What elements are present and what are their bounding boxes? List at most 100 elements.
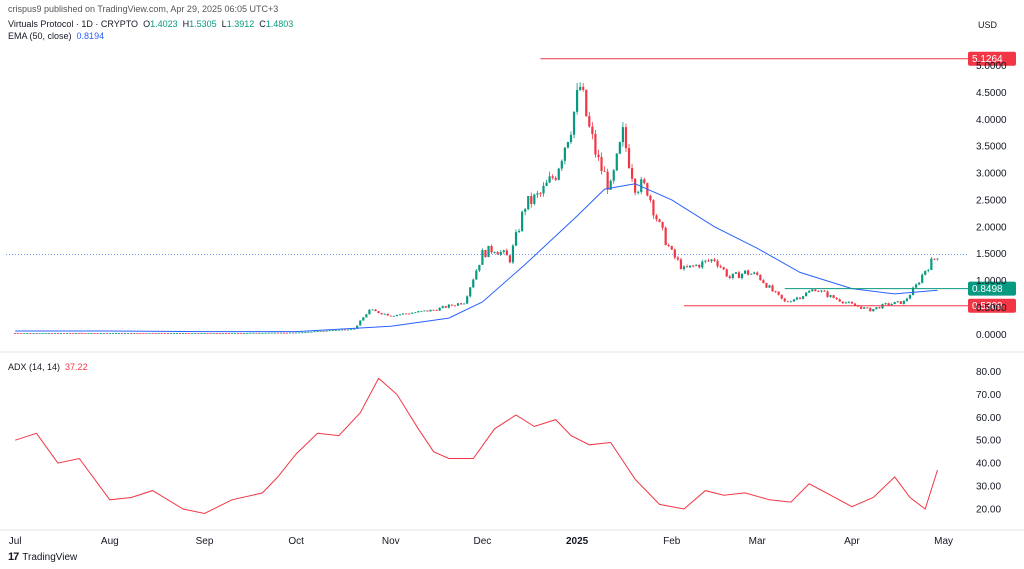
candle-body	[542, 185, 545, 194]
candle-body	[484, 250, 487, 258]
candle-body	[291, 332, 295, 334]
candle-body	[353, 328, 356, 330]
candle-body	[667, 245, 670, 247]
candle-body	[814, 289, 817, 292]
candle-body	[747, 270, 750, 275]
adx-legend: ADX (14, 14) 37.22	[8, 362, 88, 372]
time-tick-label: Nov	[382, 536, 400, 547]
ema-label: EMA (50, close)	[8, 31, 72, 41]
candle-body	[933, 258, 936, 260]
candle-body	[551, 176, 554, 178]
candle-body	[175, 333, 179, 334]
candle-body	[240, 332, 243, 334]
candle-body	[322, 330, 325, 332]
candle-body	[853, 303, 857, 306]
candle-body	[99, 333, 102, 335]
candle-body	[218, 333, 221, 334]
resistance-line-badge	[968, 281, 1016, 296]
candle-body	[215, 333, 218, 334]
candle-body	[640, 179, 643, 192]
tradingview-footer: 17 TradingView	[8, 551, 77, 563]
candle-body	[612, 170, 615, 181]
candle-body	[658, 219, 661, 222]
candle-body	[295, 332, 298, 334]
candle-body	[243, 332, 246, 334]
candle-body	[750, 273, 753, 275]
candle-body	[713, 259, 716, 261]
candle-body	[624, 127, 628, 149]
candle-body	[255, 332, 258, 334]
price-tick-label: 4.5000	[976, 88, 1007, 99]
candle-body	[743, 270, 747, 274]
candle-body	[597, 154, 600, 158]
candle-body	[838, 299, 841, 302]
candle-body	[472, 279, 475, 288]
candle-body	[621, 127, 625, 143]
price-tick-label: 3.5000	[976, 142, 1007, 153]
candle-body	[676, 257, 679, 260]
candle-body	[908, 295, 912, 299]
candle-body	[383, 313, 386, 315]
candle-body	[404, 313, 408, 315]
candle-body	[860, 306, 863, 309]
candle-body	[408, 313, 411, 315]
candle-body	[17, 333, 20, 334]
support-line-badge-label: 0.5309	[972, 301, 1003, 312]
price-tick-label: 3.0000	[976, 169, 1007, 180]
candle-body	[554, 177, 557, 180]
time-tick-label: Sep	[196, 536, 214, 547]
candle-body	[191, 333, 194, 334]
candle-body	[878, 307, 881, 309]
candle-body	[456, 303, 460, 306]
candle-body	[921, 274, 924, 283]
candle-body	[313, 331, 316, 333]
candle-body	[563, 147, 566, 161]
open-label: O	[143, 19, 151, 29]
candle-body	[429, 309, 432, 312]
candle-body	[722, 267, 725, 270]
candle-body	[78, 333, 81, 334]
time-tick-label: Feb	[663, 536, 681, 547]
candle-body	[615, 153, 618, 171]
candle-body	[59, 333, 63, 334]
adx-tick-label: 30.00	[976, 482, 1001, 493]
candle-body	[719, 266, 722, 268]
candle-body	[56, 333, 60, 334]
candle-body	[728, 276, 731, 279]
candle-body	[655, 215, 658, 220]
currency-label: USD	[978, 20, 998, 30]
candle-body	[698, 264, 701, 268]
candle-body	[566, 142, 570, 148]
candle-body	[304, 331, 307, 333]
candle-body	[847, 301, 850, 303]
candle-body	[637, 191, 640, 193]
candle-body	[108, 333, 111, 334]
candle-body	[661, 221, 664, 228]
candle-body	[47, 333, 50, 334]
candle-body	[844, 302, 847, 304]
adx-tick-label: 80.00	[976, 367, 1001, 378]
candle-body	[634, 178, 637, 193]
low-value: 1.3912	[226, 19, 255, 29]
close-value: 1.4803	[265, 19, 294, 29]
resistance-line-badge-label: 0.8498	[972, 284, 1003, 295]
candle-body	[301, 332, 304, 334]
candle-body	[911, 287, 915, 296]
candle-body	[670, 246, 673, 250]
adx-tick-label: 60.00	[976, 413, 1001, 424]
high-label: H	[182, 19, 190, 29]
candle-body	[224, 333, 227, 334]
candle-body	[820, 290, 823, 292]
candle-body	[505, 250, 508, 256]
candle-body	[377, 311, 380, 314]
candle-body	[136, 333, 139, 334]
candle-body	[23, 333, 26, 334]
candle-body	[499, 251, 502, 255]
candle-body	[850, 301, 854, 304]
publisher-caption: crispus9 published on TradingView.com, A…	[8, 4, 279, 14]
candle-body	[548, 176, 551, 183]
candle-body	[936, 258, 939, 260]
candle-body	[337, 329, 340, 331]
candle-body	[780, 294, 783, 299]
